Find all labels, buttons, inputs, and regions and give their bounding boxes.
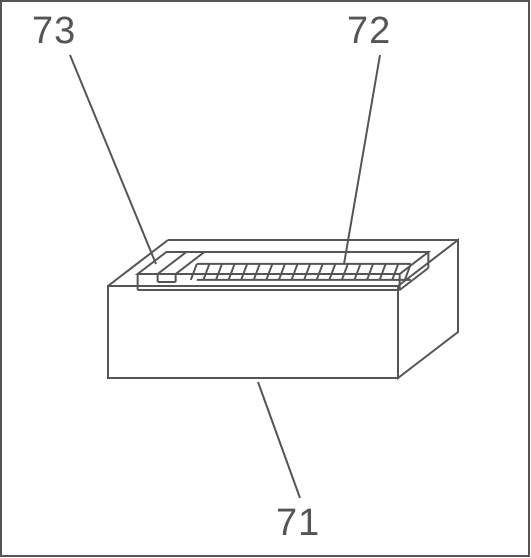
- technical-diagram: [0, 0, 531, 558]
- callout-label-72: 72: [347, 10, 391, 53]
- callout-label-73: 73: [32, 10, 76, 53]
- callout-label-71: 71: [276, 502, 320, 545]
